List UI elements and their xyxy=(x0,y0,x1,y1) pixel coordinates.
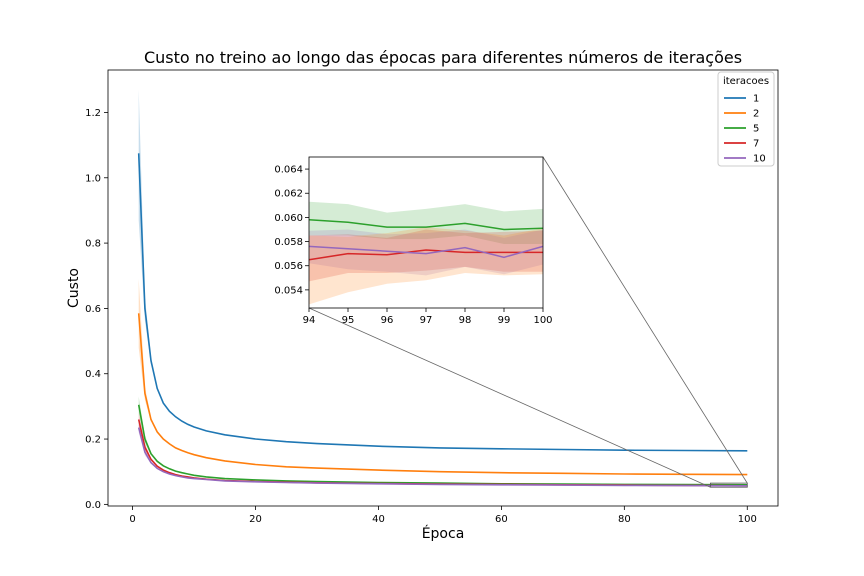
y-tick-label: 0.6 xyxy=(85,304,101,315)
y-tick-label: 1.0 xyxy=(85,173,101,184)
x-tick-label: 80 xyxy=(618,514,631,525)
y-axis-label: Custo xyxy=(66,268,82,308)
zoom-connector-lines xyxy=(308,156,748,488)
inset-y-tick-label: 0.062 xyxy=(274,189,303,200)
y-tick-label: 0.4 xyxy=(85,369,101,380)
zoom-connector-bottom xyxy=(308,307,711,488)
inset-band-2 xyxy=(309,227,543,305)
y-tick-label: 1.2 xyxy=(85,108,101,119)
main-plot-area: 0 20 40 60 80 100 0.0 0.2 0.4 0.6 0.8 1.0 1.2 xyxy=(85,69,779,525)
inset-x-tick-label: 95 xyxy=(342,315,355,326)
inset-x-tick-label: 94 xyxy=(303,315,316,326)
chart-title: Custo no treino ao longo das épocas para… xyxy=(144,48,742,67)
inset-band-10 xyxy=(309,229,543,276)
x-tick-label: 20 xyxy=(249,514,262,525)
x-tick-label: 0 xyxy=(129,514,135,525)
inset-line-5 xyxy=(308,219,544,231)
inset-y-tick-label: 0.056 xyxy=(274,261,303,272)
series-line-10 xyxy=(137,427,748,487)
inset-x-tick-label: 98 xyxy=(459,315,472,326)
legend-label-5: 5 xyxy=(753,124,759,135)
inset-background xyxy=(309,157,543,308)
x-tick-label: 100 xyxy=(738,514,757,525)
inset-x-tick-label: 100 xyxy=(533,315,552,326)
x-tick-label: 60 xyxy=(495,514,508,525)
legend-title: iteracoes xyxy=(723,76,769,87)
series-line-7 xyxy=(137,419,748,487)
inset-plot-area: 94 95 96 97 98 99 100 0.054 0.056 0.058 0.060 0.062… xyxy=(274,156,553,326)
legend-label-1: 1 xyxy=(753,94,759,105)
series-line-2 xyxy=(137,313,748,476)
x-tick-label: 40 xyxy=(372,514,385,525)
y-tick-label: 0.8 xyxy=(85,239,101,250)
series-line-5 xyxy=(137,404,748,486)
legend-label-10: 10 xyxy=(753,154,766,165)
y-tick-label: 0.2 xyxy=(85,435,101,446)
inset-band-5 xyxy=(309,201,543,244)
legend-items: 1 2 5 7 10 xyxy=(724,94,766,165)
inset-y-tick-label: 0.058 xyxy=(274,237,303,248)
inset-x-tick-label: 97 xyxy=(420,315,433,326)
main-plot-frame xyxy=(107,69,779,507)
inset-y-tick-label: 0.064 xyxy=(274,165,303,176)
zoom-indicator-box xyxy=(710,482,748,488)
inset-y-tick-label: 0.060 xyxy=(274,213,303,224)
legend-label-2: 2 xyxy=(753,109,759,120)
inset-line-10 xyxy=(308,245,544,259)
inset-x-tick-label: 99 xyxy=(498,315,511,326)
zoom-connector-top xyxy=(542,156,748,484)
inset-y-tick-label: 0.054 xyxy=(274,285,303,296)
x-axis-label: Época xyxy=(422,525,465,542)
y-tick-label: 0.0 xyxy=(85,500,101,511)
inset-x-tick-label: 96 xyxy=(381,315,394,326)
inset-band-7 xyxy=(309,229,543,282)
legend-label-7: 7 xyxy=(753,139,759,150)
inset-line-7 xyxy=(308,249,543,261)
series-line-1 xyxy=(137,153,748,452)
legend: iteracoes 1 2 5 7 10 xyxy=(717,71,775,167)
